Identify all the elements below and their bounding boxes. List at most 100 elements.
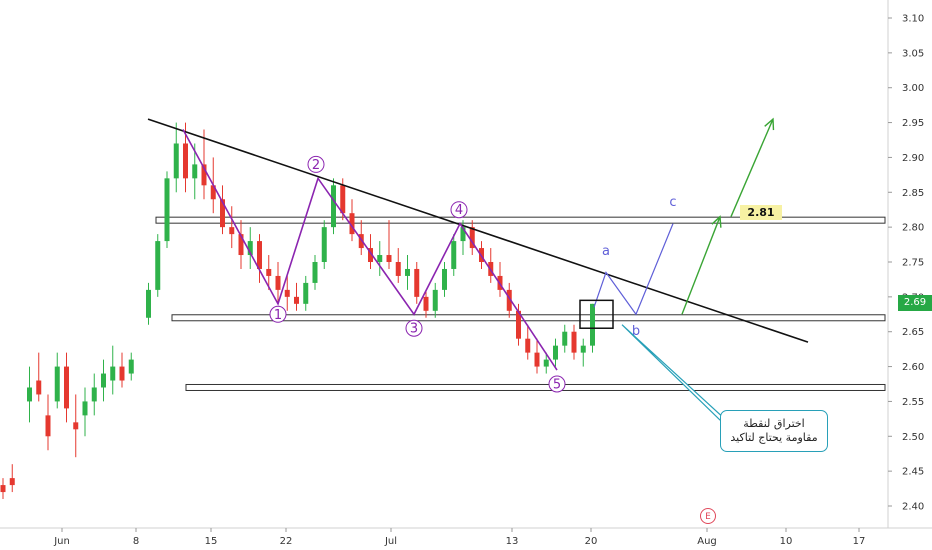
- candle-body-14: [146, 289, 151, 318]
- candle-body-2: [27, 387, 32, 402]
- x-tick-label-4: Jul: [384, 536, 397, 547]
- wave-label-5: 5: [553, 378, 561, 393]
- wave-circle-2: [307, 155, 325, 173]
- x-tick-label-9: 17: [853, 536, 866, 547]
- candle-body-10: [101, 373, 106, 388]
- annotation-note: اختراق لنقطة مقاومة يحتاج لتاكيد: [720, 410, 828, 452]
- candle-body-57: [543, 359, 549, 367]
- green-arrow-2-shaft: [730, 118, 774, 217]
- candle-body-29: [284, 289, 290, 297]
- candle-body-13: [128, 359, 134, 374]
- y-tick-label-9: 2.65: [902, 327, 924, 338]
- candle-body-42: [405, 268, 410, 276]
- abc-label-b: b: [632, 324, 640, 339]
- y-tick-label-13: 2.45: [902, 467, 924, 478]
- candle-body-12: [119, 366, 125, 381]
- wave-circle-3: [405, 319, 423, 337]
- candle-body-19: [192, 164, 198, 179]
- candle-body-41: [395, 262, 401, 276]
- y-tick-label-3: 2.95: [902, 118, 924, 129]
- wave-circle-1: [269, 305, 287, 323]
- current-price-badge: 2.69: [898, 295, 932, 311]
- candle-body-5: [54, 366, 60, 402]
- candle-body-35: [340, 185, 346, 214]
- green-arrow-1-head: [711, 215, 722, 228]
- abc-label-c: c: [669, 195, 676, 210]
- candle-body-44: [423, 296, 429, 311]
- y-tick-label-1: 3.05: [902, 48, 924, 59]
- support-resistance-zone-2: [171, 314, 886, 322]
- candle-body-4: [45, 415, 51, 437]
- candle-body-18: [183, 143, 188, 179]
- candle-body-24: [238, 234, 244, 256]
- candle-body-28: [275, 275, 281, 290]
- x-tick-label-3: 22: [280, 536, 293, 547]
- candle-body-0: [0, 485, 6, 493]
- green-arrow-2-head: [764, 117, 775, 131]
- candle-body-47: [451, 241, 457, 269]
- y-tick-label-12: 2.50: [902, 432, 924, 443]
- candle-body-39: [377, 255, 383, 262]
- y-tick-label-11: 2.55: [902, 397, 924, 408]
- callout-pointer: [621, 324, 728, 421]
- candle-body-45: [432, 289, 438, 311]
- x-tick-label-8: 10: [780, 536, 793, 547]
- wave-label-1: 1: [274, 308, 282, 323]
- candle-body-49: [469, 227, 475, 249]
- candle-body-48: [460, 227, 466, 242]
- breakout-box: [579, 299, 614, 329]
- candle-body-11: [110, 366, 116, 381]
- candle-body-33: [321, 227, 327, 262]
- candle-body-9: [91, 387, 97, 402]
- candle-body-32: [312, 262, 318, 283]
- candle-body-53: [506, 289, 512, 311]
- candle-body-31: [303, 282, 309, 304]
- event-badge[interactable]: E: [700, 508, 716, 524]
- candle-body-23: [229, 227, 235, 235]
- candle-body-60: [571, 331, 577, 353]
- y-tick-label-7: 2.75: [902, 258, 924, 269]
- candle-body-54: [516, 310, 521, 339]
- y-tick-label-10: 2.60: [902, 362, 924, 373]
- candle-body-43: [414, 268, 420, 297]
- wave-circle-5: [548, 375, 566, 393]
- candle-body-56: [534, 352, 540, 367]
- candle-body-21: [210, 185, 216, 200]
- candle-body-36: [349, 213, 355, 235]
- candle-body-17: [173, 143, 179, 179]
- candle-body-20: [201, 164, 207, 186]
- x-tick-label-7: Aug: [697, 536, 717, 547]
- y-tick-label-0: 3.10: [902, 14, 924, 25]
- candle-body-59: [562, 331, 568, 346]
- candle-body-30: [294, 296, 299, 304]
- y-tick-label-5: 2.85: [902, 188, 924, 199]
- candle-body-7: [73, 422, 79, 430]
- candle-body-34: [331, 185, 336, 228]
- y-tick-label-4: 2.90: [902, 153, 924, 164]
- y-tick-label-14: 2.40: [902, 502, 924, 513]
- note-line-1: اختراق لنقطة: [743, 417, 805, 430]
- support-resistance-zone-1: [155, 216, 886, 224]
- candle-body-25: [247, 241, 253, 256]
- support-resistance-zone-3: [185, 383, 886, 391]
- level-label-badge: 2.81: [740, 205, 782, 220]
- candle-body-40: [386, 255, 392, 262]
- candle-body-62: [590, 303, 595, 346]
- candle-body-16: [164, 178, 170, 242]
- x-tick-label-0: Jun: [53, 536, 70, 547]
- wave-label-3: 3: [410, 322, 418, 337]
- wave-label-2: 2: [312, 158, 320, 173]
- candle-body-15: [155, 241, 161, 290]
- wave-label-4: 4: [455, 203, 463, 218]
- x-tick-label-1: 8: [133, 536, 139, 547]
- wave-circle-4: [450, 201, 468, 219]
- candle-body-38: [368, 248, 373, 262]
- candle-body-1: [9, 478, 15, 486]
- candle-body-27: [266, 268, 272, 276]
- candle-body-37: [358, 234, 364, 249]
- downtrend-line: [147, 118, 809, 343]
- candle-body-22: [220, 199, 225, 228]
- candle-body-8: [82, 401, 88, 416]
